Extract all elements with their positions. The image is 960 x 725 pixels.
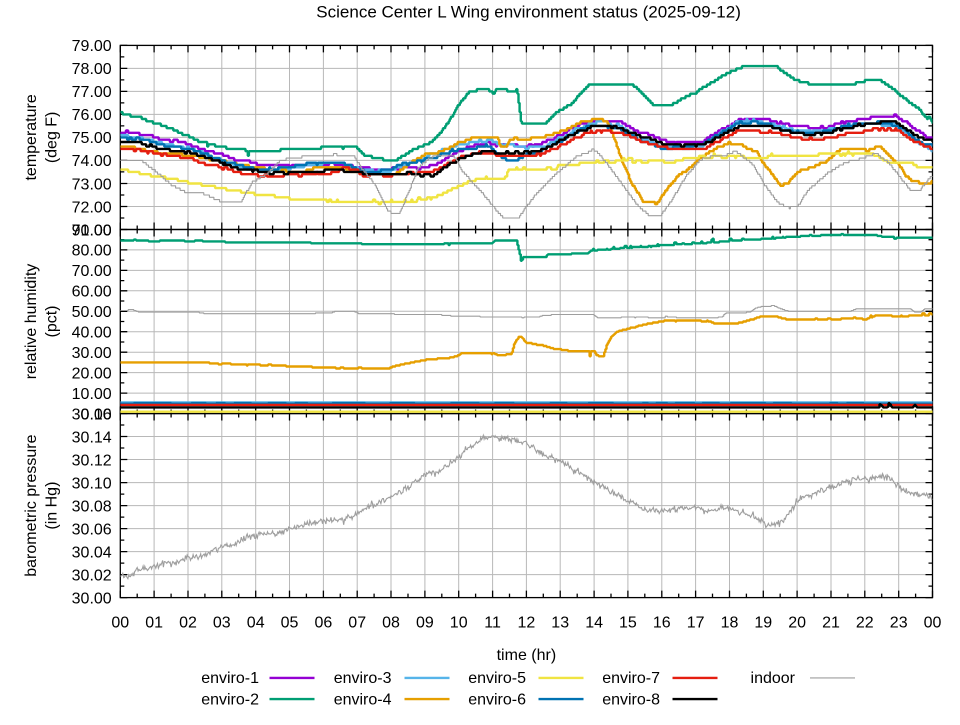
svg-text:07: 07 bbox=[348, 615, 366, 632]
svg-text:05: 05 bbox=[281, 615, 299, 632]
svg-text:73.00: 73.00 bbox=[72, 176, 112, 193]
svg-text:(deg F): (deg F) bbox=[44, 112, 61, 164]
svg-text:01: 01 bbox=[145, 615, 163, 632]
svg-text:10.00: 10.00 bbox=[72, 386, 112, 403]
svg-text:temperature: temperature bbox=[23, 94, 40, 180]
svg-text:12: 12 bbox=[518, 615, 536, 632]
svg-text:enviro-1: enviro-1 bbox=[201, 670, 259, 687]
svg-text:enviro-8: enviro-8 bbox=[602, 691, 660, 708]
svg-text:enviro-3: enviro-3 bbox=[334, 670, 392, 687]
svg-text:79.00: 79.00 bbox=[72, 38, 112, 55]
svg-text:30.00: 30.00 bbox=[72, 590, 112, 607]
svg-text:Science Center L Wing environm: Science Center L Wing environment status… bbox=[316, 3, 741, 22]
svg-text:19: 19 bbox=[754, 615, 772, 632]
svg-text:30.08: 30.08 bbox=[72, 498, 112, 515]
svg-text:00: 00 bbox=[924, 615, 942, 632]
svg-text:relative humidity: relative humidity bbox=[23, 264, 40, 380]
svg-text:barometric pressure: barometric pressure bbox=[23, 434, 40, 576]
svg-text:15: 15 bbox=[619, 615, 637, 632]
svg-text:76.00: 76.00 bbox=[72, 107, 112, 124]
svg-text:16: 16 bbox=[653, 615, 671, 632]
svg-text:70.00: 70.00 bbox=[72, 263, 112, 280]
svg-text:30.12: 30.12 bbox=[72, 452, 112, 469]
svg-text:30.04: 30.04 bbox=[72, 544, 112, 561]
svg-text:72.00: 72.00 bbox=[72, 199, 112, 216]
svg-text:11: 11 bbox=[484, 615, 501, 632]
svg-text:09: 09 bbox=[416, 615, 434, 632]
svg-text:30.16: 30.16 bbox=[72, 406, 112, 423]
svg-text:71.00: 71.00 bbox=[72, 222, 112, 239]
svg-text:06: 06 bbox=[315, 615, 333, 632]
svg-text:80.00: 80.00 bbox=[72, 243, 112, 260]
svg-text:time (hr): time (hr) bbox=[497, 647, 557, 664]
svg-text:17: 17 bbox=[687, 615, 705, 632]
svg-text:21: 21 bbox=[822, 615, 840, 632]
svg-text:enviro-6: enviro-6 bbox=[468, 691, 526, 708]
svg-text:03: 03 bbox=[213, 615, 231, 632]
svg-text:enviro-5: enviro-5 bbox=[468, 670, 526, 687]
svg-text:30.00: 30.00 bbox=[72, 345, 112, 362]
svg-text:20: 20 bbox=[788, 615, 806, 632]
svg-text:50.00: 50.00 bbox=[72, 304, 112, 321]
svg-text:indoor: indoor bbox=[751, 670, 796, 687]
svg-text:14: 14 bbox=[585, 615, 603, 632]
svg-text:(pct): (pct) bbox=[44, 306, 61, 338]
svg-text:0.00: 0.00 bbox=[81, 406, 112, 423]
svg-text:04: 04 bbox=[247, 615, 265, 632]
svg-text:30.10: 30.10 bbox=[72, 475, 112, 492]
svg-text:74.00: 74.00 bbox=[72, 153, 112, 170]
svg-text:30.14: 30.14 bbox=[72, 429, 112, 446]
svg-text:23: 23 bbox=[890, 615, 908, 632]
svg-text:enviro-2: enviro-2 bbox=[201, 691, 259, 708]
svg-text:02: 02 bbox=[179, 615, 197, 632]
svg-text:22: 22 bbox=[856, 615, 874, 632]
svg-text:60.00: 60.00 bbox=[72, 284, 112, 301]
svg-text:enviro-7: enviro-7 bbox=[602, 670, 660, 687]
svg-text:20.00: 20.00 bbox=[72, 365, 112, 382]
svg-text:30.06: 30.06 bbox=[72, 521, 112, 538]
svg-text:40.00: 40.00 bbox=[72, 325, 112, 342]
svg-text:78.00: 78.00 bbox=[72, 61, 112, 78]
svg-text:10: 10 bbox=[450, 615, 468, 632]
svg-text:(in Hg): (in Hg) bbox=[44, 482, 61, 530]
svg-text:00: 00 bbox=[111, 615, 129, 632]
svg-text:75.00: 75.00 bbox=[72, 130, 112, 147]
svg-text:13: 13 bbox=[551, 615, 569, 632]
svg-text:90.00: 90.00 bbox=[72, 222, 112, 239]
svg-text:08: 08 bbox=[382, 615, 400, 632]
svg-text:30.02: 30.02 bbox=[72, 567, 112, 584]
svg-text:enviro-4: enviro-4 bbox=[334, 691, 392, 708]
svg-text:18: 18 bbox=[721, 615, 739, 632]
svg-text:77.00: 77.00 bbox=[72, 84, 112, 101]
